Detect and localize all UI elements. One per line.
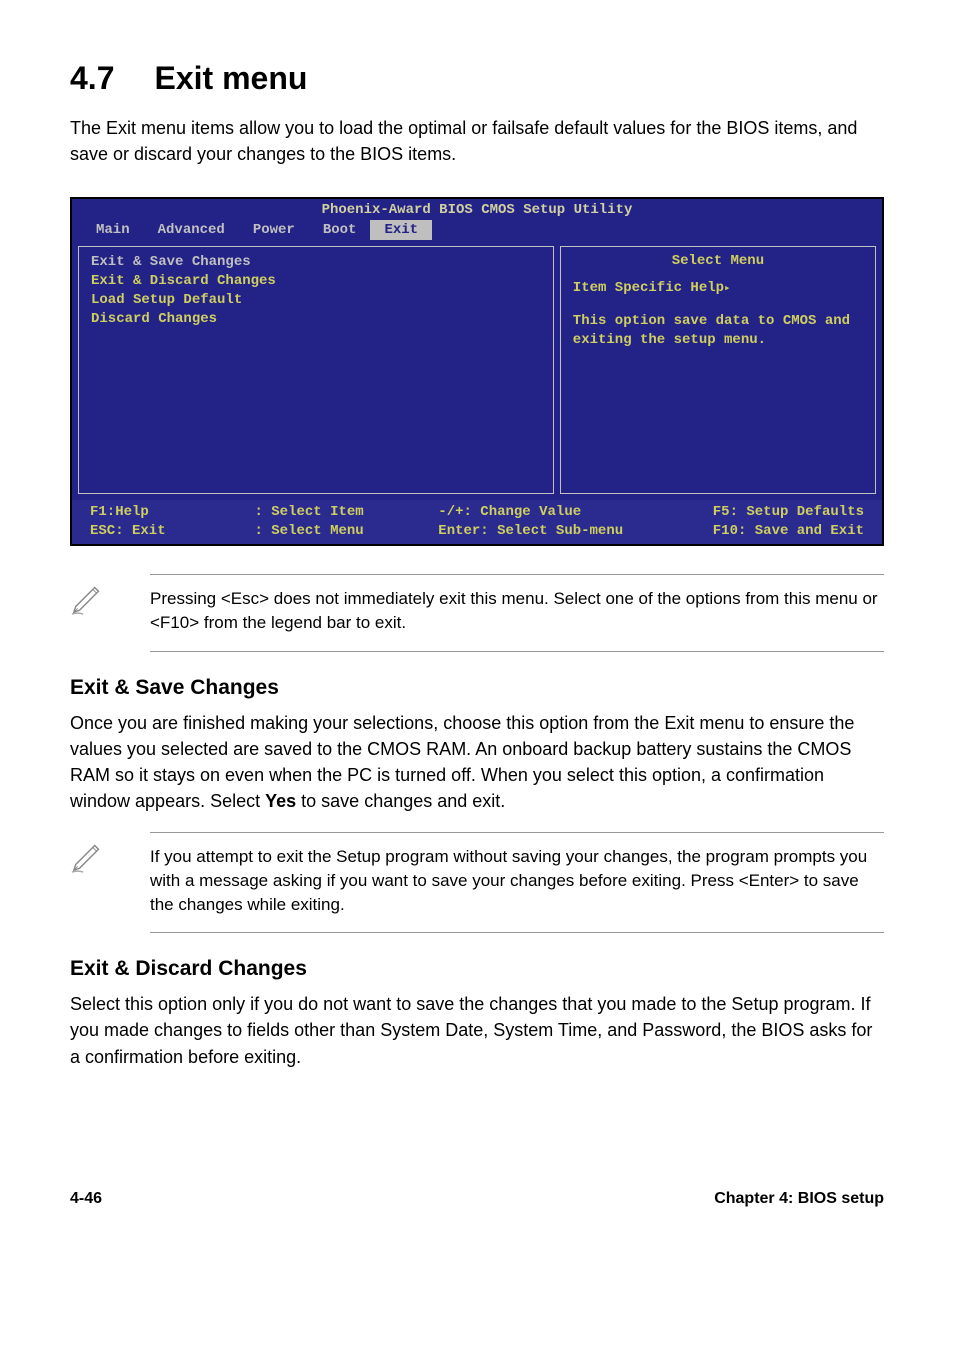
bios-footer-key: F10: Save and Exit <box>671 522 865 541</box>
bios-footer-key: -/+: Change Value <box>438 503 670 522</box>
pencil-icon <box>70 832 120 879</box>
bios-tab-advanced: Advanced <box>144 220 239 240</box>
bios-footer-key: F1:Help <box>90 503 254 522</box>
section-title: Exit menu <box>154 60 307 96</box>
bios-menu-item: Exit & Save Changes <box>91 253 541 272</box>
bold-text: Yes <box>265 791 296 811</box>
note-text: Pressing <Esc> does not immediately exit… <box>150 574 884 652</box>
bios-footer-key: F5: Setup Defaults <box>671 503 865 522</box>
bios-menu-item: Exit & Discard Changes <box>91 272 541 291</box>
bios-help-item-specific: Item Specific Help <box>573 279 863 298</box>
bios-help-panel: Select Menu Item Specific Help This opti… <box>560 246 876 494</box>
note-text: If you attempt to exit the Setup program… <box>150 832 884 933</box>
bios-utility-title: Phoenix-Award BIOS CMOS Setup Utility <box>72 199 882 220</box>
bios-help-description: This option save data to CMOS and exitin… <box>573 312 863 350</box>
page-number: 4-46 <box>70 1190 102 1208</box>
note-box: If you attempt to exit the Setup program… <box>70 832 884 933</box>
bios-body: Exit & Save Changes Exit & Discard Chang… <box>72 240 882 500</box>
pencil-icon <box>70 574 120 621</box>
bios-tab-main: Main <box>82 220 144 240</box>
chapter-label: Chapter 4: BIOS setup <box>714 1190 884 1208</box>
bios-screenshot: Phoenix-Award BIOS CMOS Setup Utility Ma… <box>70 197 884 546</box>
bios-tab-exit: Exit <box>370 220 432 240</box>
body-paragraph: Once you are finished making your select… <box>70 710 884 814</box>
bios-menu-panel: Exit & Save Changes Exit & Discard Chang… <box>78 246 554 494</box>
bios-footer-col: -/+: Change Value Enter: Select Sub-menu <box>438 503 670 541</box>
body-paragraph: Select this option only if you do not wa… <box>70 991 884 1069</box>
bios-footer-key: : Select Item <box>254 503 438 522</box>
page-heading: 4.7 Exit menu <box>70 60 884 97</box>
subsection-heading: Exit & Discard Changes <box>70 957 884 981</box>
subsection-heading: Exit & Save Changes <box>70 676 884 700</box>
bios-footer-key: Enter: Select Sub-menu <box>438 522 670 541</box>
bios-tab-bar: MainAdvancedPowerBootExit <box>72 220 882 240</box>
bios-footer-col: F1:Help ESC: Exit <box>90 503 254 541</box>
bios-menu-item: Load Setup Default <box>91 291 541 310</box>
section-number: 4.7 <box>70 60 114 97</box>
bios-footer-key: : Select Menu <box>254 522 438 541</box>
bios-footer-col: F5: Setup Defaults F10: Save and Exit <box>671 503 865 541</box>
bios-footer-col: : Select Item : Select Menu <box>254 503 438 541</box>
bios-help-title: Select Menu <box>573 253 863 269</box>
intro-paragraph: The Exit menu items allow you to load th… <box>70 115 884 167</box>
page-footer: 4-46 Chapter 4: BIOS setup <box>70 1190 884 1208</box>
bios-footer-key: ESC: Exit <box>90 522 254 541</box>
bios-tab-boot: Boot <box>309 220 371 240</box>
bios-footer-bar: F1:Help ESC: Exit : Select Item : Select… <box>72 500 882 544</box>
arrow-right-icon <box>724 280 731 296</box>
bios-tab-power: Power <box>239 220 309 240</box>
bios-menu-item: Discard Changes <box>91 310 541 329</box>
note-box: Pressing <Esc> does not immediately exit… <box>70 574 884 652</box>
